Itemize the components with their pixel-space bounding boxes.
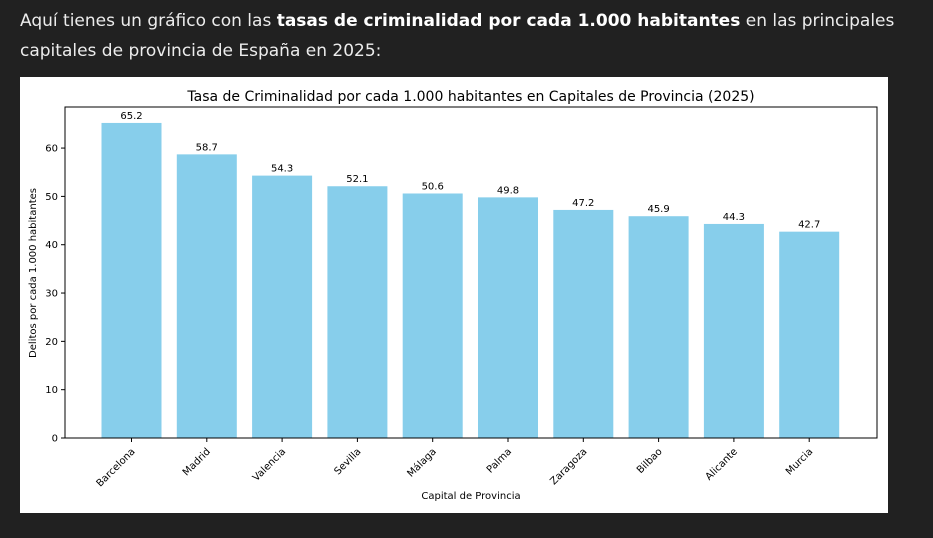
bar-murcia: [779, 231, 840, 438]
y-tick-label: 20: [45, 337, 58, 348]
message-bold: tasas de criminalidad por cada 1.000 hab…: [276, 11, 741, 31]
assistant-message: Aquí tienes un gráfico con las tasas de …: [20, 6, 900, 66]
value-label: 50.6: [422, 181, 444, 192]
y-axis-label: Delitos por cada 1.000 habitantes: [28, 188, 39, 358]
x-axis-label: Capital de Provincia: [421, 491, 520, 502]
x-tick-label: Barcelona: [95, 446, 138, 489]
y-tick-label: 30: [45, 289, 58, 300]
bar-málaga: [402, 193, 463, 438]
bar-palma: [478, 197, 538, 438]
value-label: 42.7: [798, 220, 820, 231]
chart-title: Tasa de Criminalidad por cada 1.000 habi…: [186, 89, 754, 105]
bar-bilbao: [628, 216, 689, 438]
x-tick-label: Bilbao: [635, 446, 665, 476]
x-tick-label: Sevilla: [332, 446, 363, 477]
value-label: 52.1: [346, 174, 368, 185]
x-tick-label: Alicante: [704, 446, 740, 482]
x-tick-label: Zaragoza: [548, 446, 589, 487]
y-tick-label: 60: [45, 144, 58, 155]
bar-chart: Tasa de Criminalidad por cada 1.000 habi…: [28, 89, 878, 502]
value-label: 54.3: [271, 164, 293, 175]
value-label: 44.3: [723, 212, 745, 223]
y-tick-label: 50: [45, 192, 58, 203]
x-tick-label: Murcia: [784, 446, 815, 477]
y-tick-label: 40: [45, 240, 58, 251]
bar-zaragoza: [553, 209, 614, 438]
chart-image: Tasa de Criminalidad por cada 1.000 habi…: [20, 77, 888, 513]
bar-madrid: [176, 154, 237, 438]
plot-frame: [64, 106, 878, 439]
x-tick-label: Málaga: [405, 446, 439, 480]
message-outro: en las principales capitales de provinci…: [20, 11, 895, 61]
bar-valencia: [252, 175, 313, 438]
bar-sevilla: [327, 186, 388, 438]
value-label: 58.7: [196, 142, 218, 153]
y-tick-label: 0: [52, 434, 58, 445]
bar-alicante: [703, 223, 764, 438]
value-label: 45.9: [647, 204, 669, 215]
x-tick-label: Palma: [485, 446, 514, 475]
value-label: 49.8: [497, 185, 519, 196]
value-label: 65.2: [120, 111, 142, 122]
value-label: 47.2: [572, 198, 594, 209]
x-tick-label: Madrid: [181, 446, 213, 478]
x-tick-label: Valencia: [251, 446, 288, 483]
message-intro: Aquí tienes un gráfico con las: [20, 11, 277, 31]
y-tick-label: 10: [45, 385, 58, 396]
bar-barcelona: [101, 122, 162, 438]
